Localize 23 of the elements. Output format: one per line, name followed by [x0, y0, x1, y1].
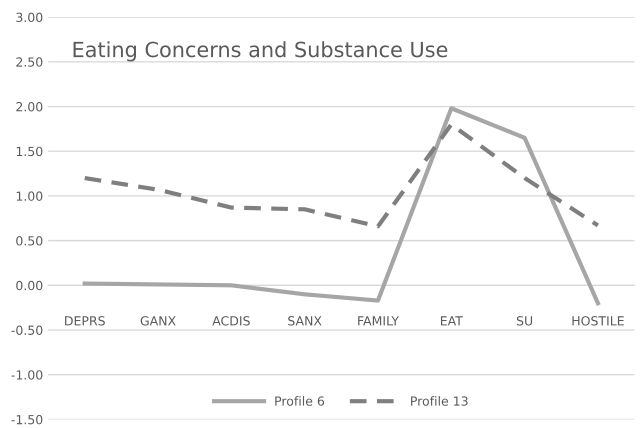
x-tick-label: SANX	[288, 316, 322, 326]
y-tick-label: 1.50	[16, 146, 42, 156]
legend-label: Profile 13	[411, 396, 468, 406]
x-tick-label: EAT	[440, 316, 463, 326]
x-tick-label: ACDIS	[212, 316, 250, 326]
x-tick-label: DEPRS	[65, 316, 105, 326]
x-tick-label: HOSTILE	[572, 316, 624, 326]
y-tick-label: 2.00	[16, 102, 42, 112]
text: Eating Concerns and Substance Use	[74, 41, 448, 62]
y-tick-label: -0.50	[11, 326, 42, 335]
y-tick-label: -1.00	[11, 370, 42, 380]
x-tick-label: FAMILY	[358, 316, 400, 326]
y-tick-label: 0.50	[16, 236, 42, 246]
legend-label: Profile 6	[275, 396, 324, 406]
y-tick-label: 0.00	[16, 280, 42, 290]
line-series	[82, 106, 600, 306]
line-series	[82, 122, 600, 228]
y-tick-label: 1.00	[16, 191, 42, 201]
y-tick-label: -1.50	[11, 414, 42, 424]
x-tick-label: GANX	[140, 316, 176, 326]
y-tick-label: 3.00	[16, 12, 42, 22]
y-tick-label: 2.50	[16, 57, 42, 67]
x-tick-label: SU	[516, 316, 532, 326]
